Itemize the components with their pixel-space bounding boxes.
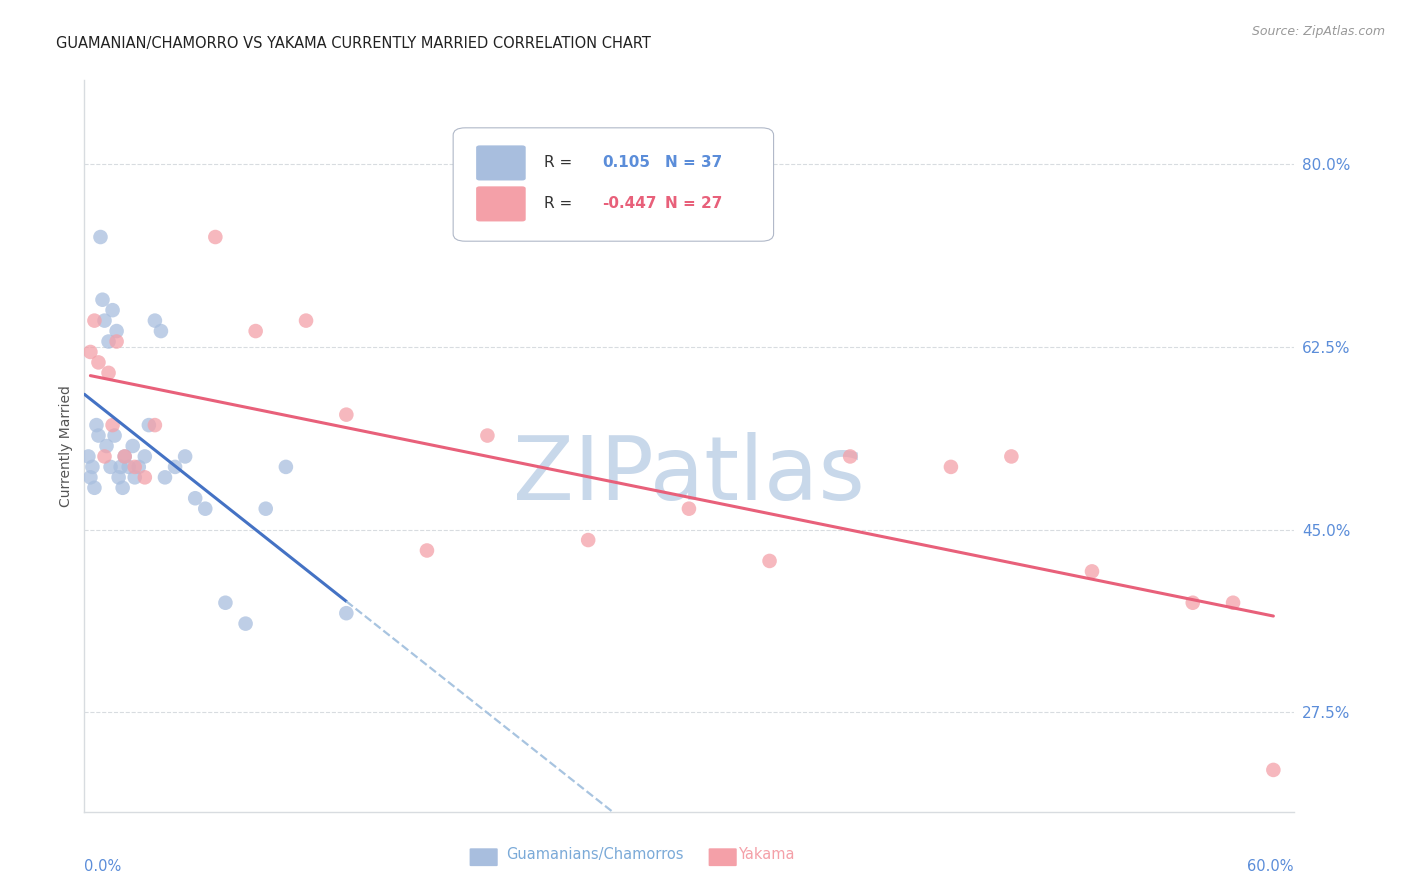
Point	[89, 230, 111, 244]
Point	[194, 501, 217, 516]
Point	[87, 428, 110, 442]
Text: Yakama: Yakama	[738, 847, 794, 862]
Point	[235, 616, 257, 631]
Point	[110, 459, 132, 474]
Point	[128, 459, 150, 474]
FancyBboxPatch shape	[477, 145, 526, 180]
Point	[124, 470, 146, 484]
Point	[118, 459, 141, 474]
Point	[138, 418, 160, 433]
Text: R =: R =	[544, 155, 576, 170]
Point	[1181, 596, 1204, 610]
Point	[82, 459, 104, 474]
Text: Guamanians/Chamorros: Guamanians/Chamorros	[506, 847, 683, 862]
Text: N = 37: N = 37	[665, 155, 723, 170]
Point	[1000, 450, 1022, 464]
Text: GUAMANIAN/CHAMORRO VS YAKAMA CURRENTLY MARRIED CORRELATION CHART: GUAMANIAN/CHAMORRO VS YAKAMA CURRENTLY M…	[56, 36, 651, 51]
Point	[97, 334, 120, 349]
Point	[93, 313, 115, 327]
Point	[77, 450, 100, 464]
Point	[105, 324, 128, 338]
Point	[114, 450, 136, 464]
Point	[1222, 596, 1244, 610]
Point	[97, 366, 120, 380]
Point	[134, 470, 156, 484]
Point	[101, 418, 124, 433]
Point	[165, 459, 187, 474]
Point	[335, 408, 357, 422]
Point	[214, 596, 236, 610]
Point	[100, 459, 122, 474]
Point	[143, 313, 166, 327]
Point	[153, 470, 176, 484]
Text: N = 27: N = 27	[665, 196, 723, 211]
Point	[254, 501, 277, 516]
Point	[143, 418, 166, 433]
Point	[274, 459, 297, 474]
Point	[204, 230, 226, 244]
Point	[105, 334, 128, 349]
Point	[79, 470, 101, 484]
Text: Source: ZipAtlas.com: Source: ZipAtlas.com	[1251, 25, 1385, 38]
Point	[758, 554, 780, 568]
Point	[1081, 565, 1104, 579]
Point	[83, 313, 105, 327]
Point	[184, 491, 207, 506]
Point	[124, 459, 146, 474]
Point	[1263, 763, 1285, 777]
Text: 0.105: 0.105	[602, 155, 650, 170]
Point	[245, 324, 267, 338]
Point	[477, 428, 499, 442]
Text: ZIPatlas: ZIPatlas	[513, 432, 865, 519]
Point	[678, 501, 700, 516]
Point	[134, 450, 156, 464]
Point	[83, 481, 105, 495]
Point	[335, 606, 357, 620]
Point	[104, 428, 127, 442]
Point	[839, 450, 862, 464]
Point	[114, 450, 136, 464]
Text: 60.0%: 60.0%	[1247, 859, 1294, 874]
Text: -0.447: -0.447	[602, 196, 657, 211]
Y-axis label: Currently Married: Currently Married	[59, 385, 73, 507]
Point	[101, 303, 124, 318]
Point	[86, 418, 108, 433]
Text: 0.0%: 0.0%	[84, 859, 121, 874]
Point	[111, 481, 134, 495]
Point	[107, 470, 129, 484]
Point	[939, 459, 962, 474]
Point	[295, 313, 318, 327]
Point	[149, 324, 172, 338]
Point	[91, 293, 114, 307]
Point	[174, 450, 197, 464]
Point	[93, 450, 115, 464]
Text: R =: R =	[544, 196, 576, 211]
Point	[576, 533, 599, 547]
FancyBboxPatch shape	[477, 186, 526, 221]
Point	[96, 439, 118, 453]
Point	[121, 439, 143, 453]
Point	[87, 355, 110, 369]
FancyBboxPatch shape	[453, 128, 773, 241]
Point	[79, 345, 101, 359]
Point	[416, 543, 439, 558]
